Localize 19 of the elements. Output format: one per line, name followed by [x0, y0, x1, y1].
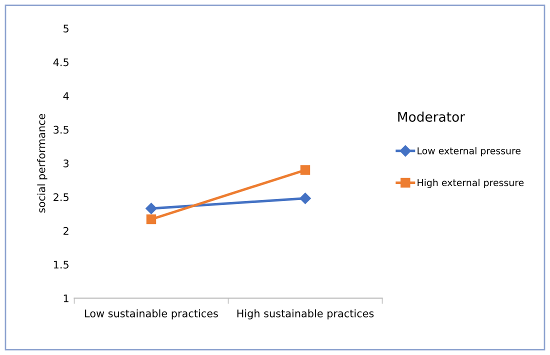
legend-title: Moderator — [398, 112, 466, 122]
point — [146, 202, 157, 214]
y-tick-label: 4 — [63, 92, 69, 100]
y-tick-label: 1 — [64, 294, 68, 302]
point — [300, 192, 311, 204]
y-tick-label: 3.5 — [54, 126, 68, 134]
point — [146, 214, 156, 224]
y-tick-label: 2 — [64, 226, 68, 235]
legend-label: Low external pressure — [418, 147, 520, 156]
x-tick-label: High sustainable practices — [237, 309, 374, 320]
y-tick-label: 5 — [64, 24, 68, 33]
y-tick-label: 3 — [64, 160, 69, 168]
point — [300, 165, 310, 175]
y-tick-label: 1.5 — [54, 260, 68, 269]
legend-label: High external pressure — [418, 178, 524, 188]
y-tick-label: 4.5 — [53, 58, 68, 66]
y-tick-label: 2.5 — [54, 193, 68, 202]
x-tick-label: Low sustainable practices — [85, 309, 218, 320]
y-axis-title: social performance — [37, 114, 48, 213]
